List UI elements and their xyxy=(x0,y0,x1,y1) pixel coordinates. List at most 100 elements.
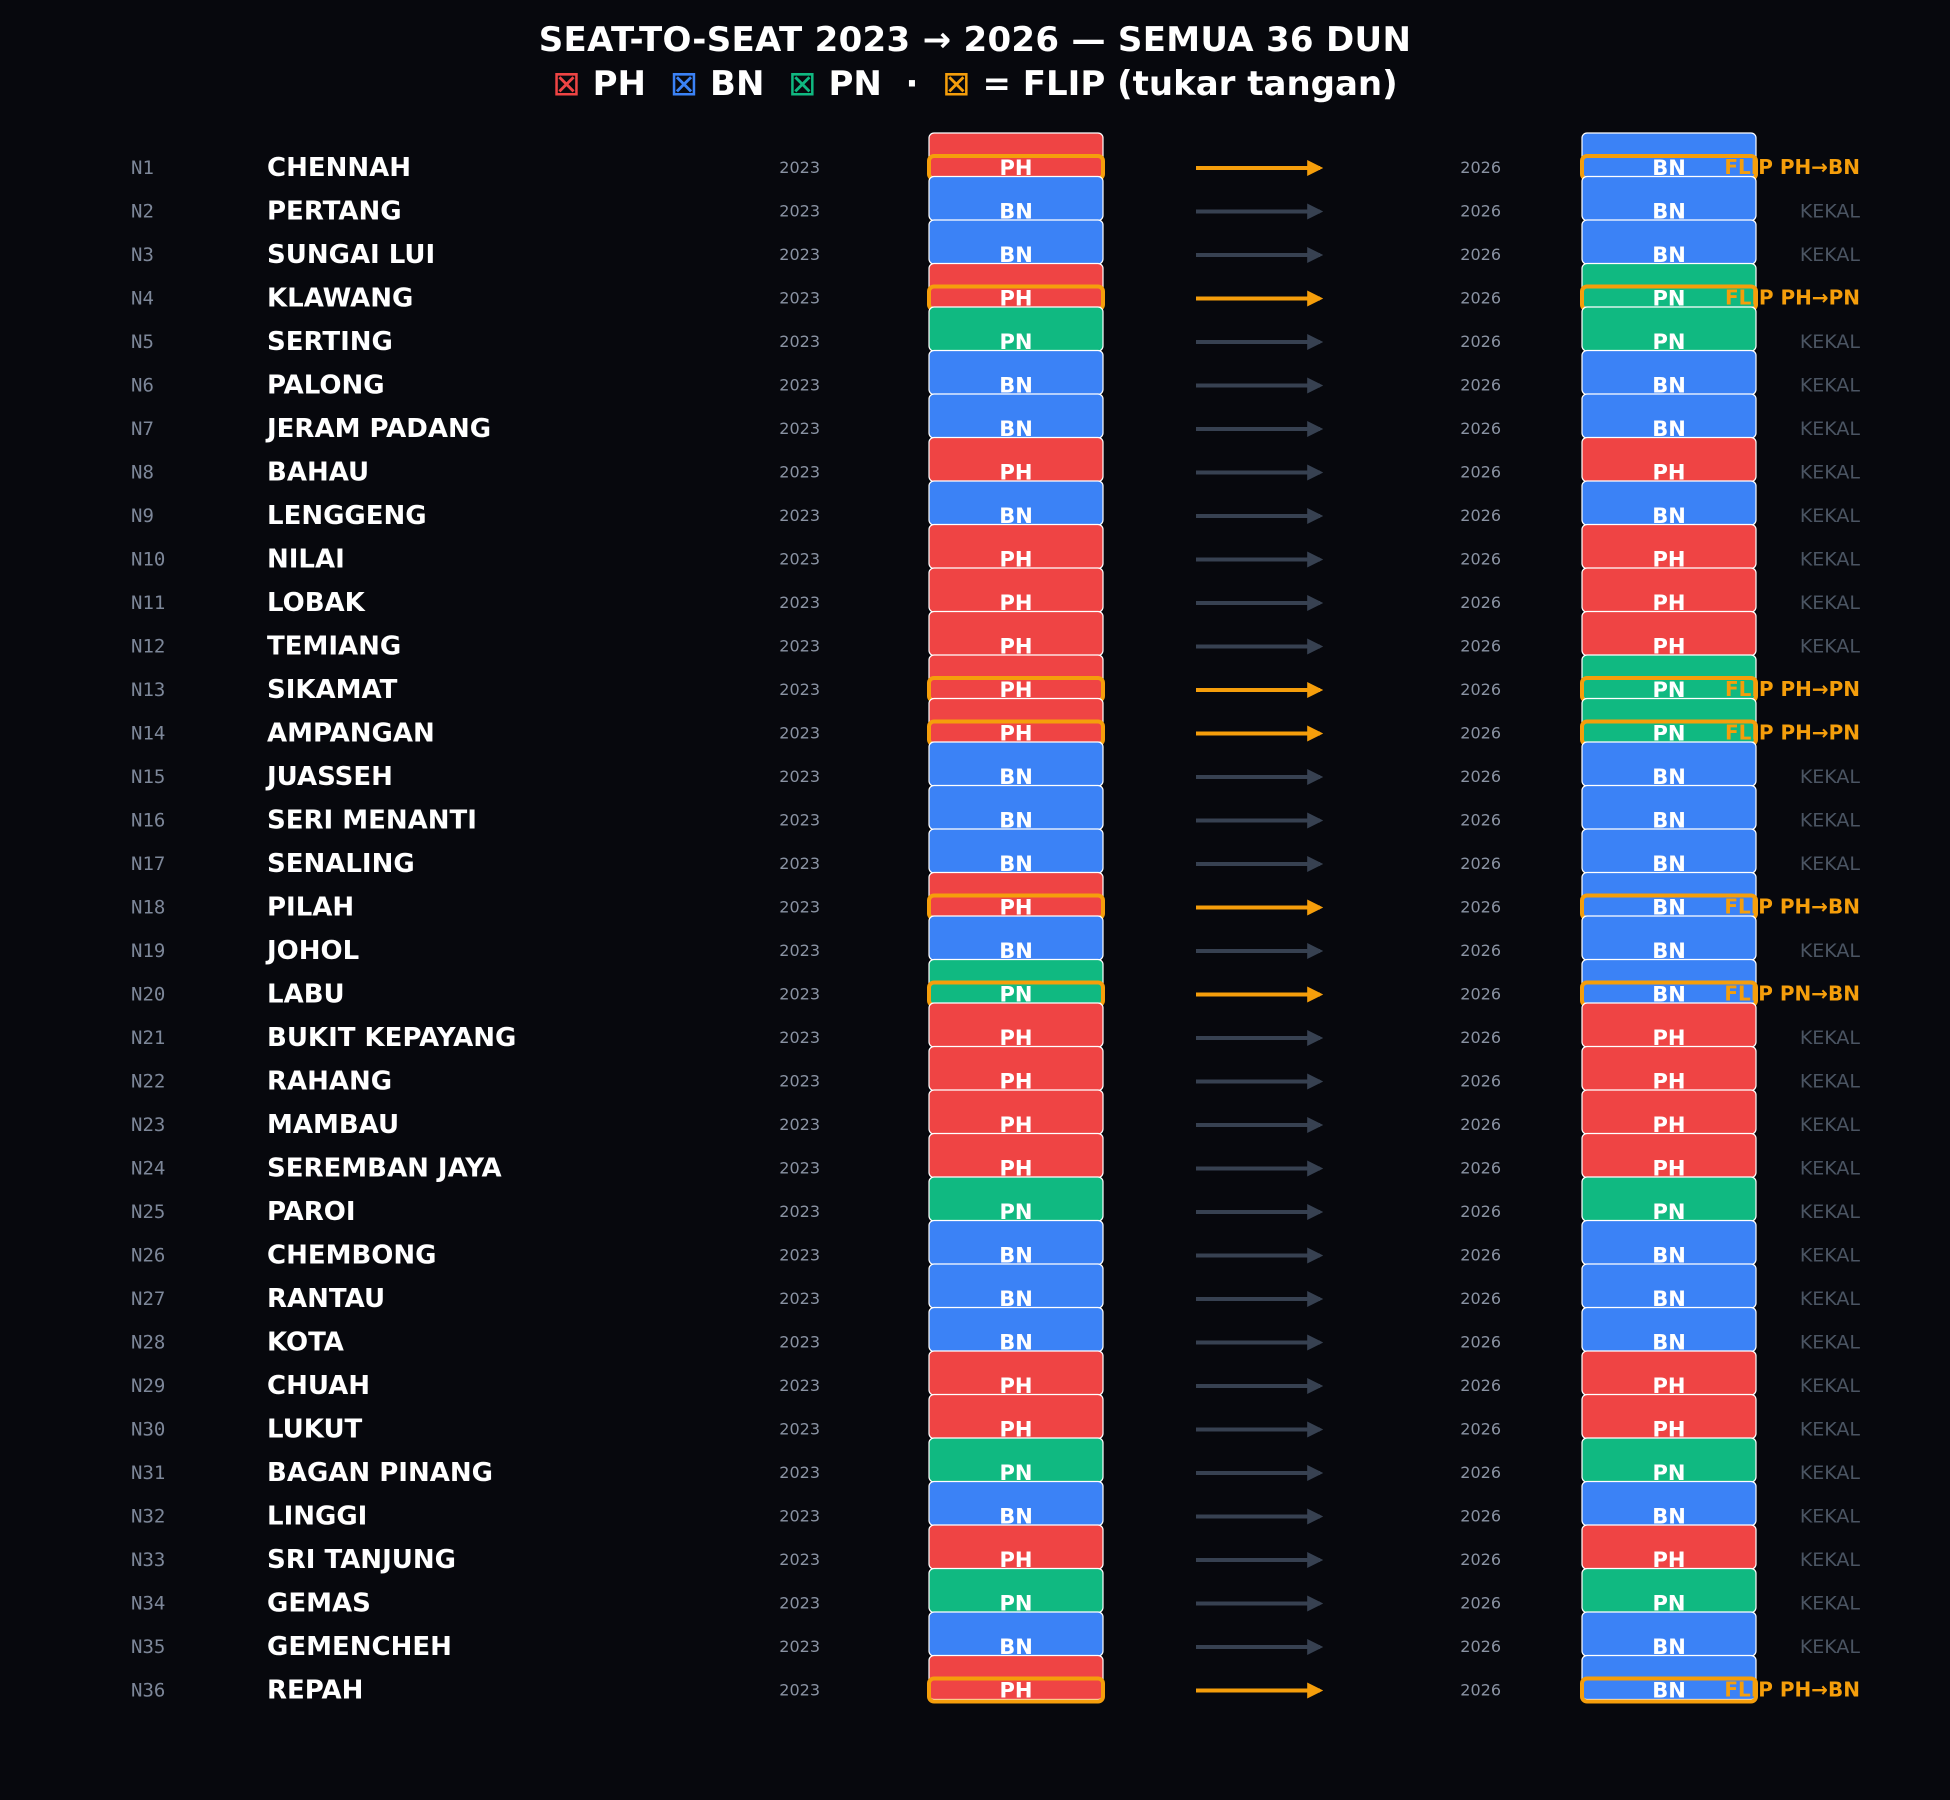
seat-name: PILAH xyxy=(267,893,354,923)
seat-row: N22 RAHANG 2023 PH 2026 PH KEKAL xyxy=(131,1045,1860,1097)
seat-id: N13 xyxy=(131,679,165,701)
year-label-from: 2023 xyxy=(779,245,820,264)
status-kekal: KEKAL xyxy=(1800,1419,1861,1441)
legend-pn-label: PN xyxy=(828,64,882,104)
seat-row: N30 LUKUT 2023 PH 2026 PH KEKAL xyxy=(131,1393,1861,1445)
seat-row: N21 BUKIT KEPAYANG 2023 PH 2026 PH KEKAL xyxy=(131,1002,1860,1053)
legend-flip-icon: ⊠ xyxy=(942,64,971,104)
year-label-from: 2023 xyxy=(779,1376,820,1395)
seat-id: N35 xyxy=(131,1636,165,1658)
year-label-to: 2026 xyxy=(1460,1681,1501,1700)
year-label-from: 2023 xyxy=(779,811,820,830)
seat-row: N32 LINGGI 2023 BN 2026 BN KEKAL xyxy=(131,1480,1861,1532)
year-label-to: 2026 xyxy=(1460,1028,1501,1047)
seat-row: N2 PERTANG 2023 BN 2026 BN KEKAL xyxy=(131,175,1860,227)
seat-row: N16 SERI MENANTI 2023 BN 2026 BN KEKAL xyxy=(131,784,1860,836)
year-label-from: 2023 xyxy=(779,724,820,743)
status-kekal: KEKAL xyxy=(1800,1636,1861,1658)
party-label-2026: BN xyxy=(1652,1679,1686,1703)
legend-bn-label: BN xyxy=(710,64,765,104)
seat-id: N4 xyxy=(131,288,154,310)
seat-id: N5 xyxy=(131,331,154,353)
status-kekal: KEKAL xyxy=(1800,1375,1861,1397)
seat-name: BAHAU xyxy=(267,458,369,488)
seat-row: N34 GEMAS 2023 PN 2026 PN KEKAL xyxy=(131,1567,1860,1619)
seat-name: SRI TANJUNG xyxy=(267,1545,456,1575)
seat-id: N30 xyxy=(131,1419,165,1441)
year-label-to: 2026 xyxy=(1460,811,1501,830)
year-label-from: 2023 xyxy=(779,1681,820,1700)
year-label-from: 2023 xyxy=(779,1289,820,1308)
year-label-to: 2026 xyxy=(1460,724,1501,743)
seat-name: PALONG xyxy=(267,371,385,401)
status-kekal: KEKAL xyxy=(1800,505,1861,527)
seat-name: TEMIANG xyxy=(267,632,401,662)
year-label-to: 2026 xyxy=(1460,332,1501,351)
year-label-to: 2026 xyxy=(1460,680,1501,699)
seat-row: N14 AMPANGAN 2023 PH 2026 PN FLIP PH→PN xyxy=(131,697,1860,749)
seat-name: MAMBAU xyxy=(267,1110,399,1140)
seat-name: LABU xyxy=(267,980,345,1010)
seat-id: N36 xyxy=(131,1680,165,1702)
status-kekal: KEKAL xyxy=(1800,331,1861,353)
year-label-from: 2023 xyxy=(779,1115,820,1134)
status-kekal: KEKAL xyxy=(1800,766,1861,788)
seat-id: N29 xyxy=(131,1375,165,1397)
year-label-to: 2026 xyxy=(1460,1550,1501,1569)
seat-id: N25 xyxy=(131,1201,165,1223)
seat-id: N14 xyxy=(131,723,165,745)
seat-id: N11 xyxy=(131,592,165,614)
seat-name: SENALING xyxy=(267,849,415,879)
year-label-from: 2023 xyxy=(779,550,820,569)
seat-row: N19 JOHOL 2023 BN 2026 BN KEKAL xyxy=(131,915,1861,966)
seat-id: N21 xyxy=(131,1027,165,1049)
year-label-from: 2023 xyxy=(779,637,820,656)
seat-name: SERTING xyxy=(267,327,393,357)
seat-name: PERTANG xyxy=(267,197,402,227)
seat-row: N8 BAHAU 2023 PH 2026 PH KEKAL xyxy=(131,436,1861,488)
seat-name: SEREMBAN JAYA xyxy=(267,1154,502,1184)
seat-name: KOTA xyxy=(267,1328,344,1358)
year-label-from: 2023 xyxy=(779,1072,820,1091)
seat-id: N27 xyxy=(131,1288,165,1310)
year-label-from: 2023 xyxy=(779,854,820,873)
year-label-from: 2023 xyxy=(779,1159,820,1178)
seat-row: N9 LENGGENG 2023 BN 2026 BN KEKAL xyxy=(131,480,1861,531)
year-label-to: 2026 xyxy=(1460,1376,1501,1395)
legend-ph-icon: ⊠ xyxy=(552,64,581,104)
seat-id: N1 xyxy=(131,157,154,179)
seat-id: N15 xyxy=(131,766,165,788)
status-kekal: KEKAL xyxy=(1800,244,1861,266)
seat-id: N28 xyxy=(131,1332,165,1354)
status-kekal: KEKAL xyxy=(1800,636,1861,658)
seat-row: N7 JERAM PADANG 2023 BN 2026 BN KEKAL xyxy=(131,393,1860,444)
year-label-from: 2023 xyxy=(779,680,820,699)
status-kekal: KEKAL xyxy=(1800,462,1861,484)
seat-id: N24 xyxy=(131,1158,165,1180)
seat-row: N18 PILAH 2023 PH 2026 BN FLIP PH→BN xyxy=(131,871,1860,923)
year-label-to: 2026 xyxy=(1460,1289,1501,1308)
year-label-from: 2023 xyxy=(779,1594,820,1613)
seat-row: N23 MAMBAU 2023 PH 2026 PH KEKAL xyxy=(131,1089,1860,1140)
seat-id: N16 xyxy=(131,810,165,832)
seat-name: BAGAN PINANG xyxy=(267,1458,493,1488)
year-label-to: 2026 xyxy=(1460,1463,1501,1482)
seat-name: LINGGI xyxy=(267,1502,367,1532)
flip-highlight-2026 xyxy=(1580,1676,1758,1704)
seat-row: N10 NILAI 2023 PH 2026 PH KEKAL xyxy=(131,523,1860,575)
year-label-from: 2023 xyxy=(779,1202,820,1221)
seat-id: N20 xyxy=(131,984,165,1006)
seat-name: JERAM PADANG xyxy=(265,414,491,444)
status-kekal: KEKAL xyxy=(1800,940,1861,962)
seat-id: N23 xyxy=(131,1114,165,1136)
year-label-to: 2026 xyxy=(1460,202,1501,221)
year-label-to: 2026 xyxy=(1460,593,1501,612)
year-label-from: 2023 xyxy=(779,1246,820,1265)
year-label-to: 2026 xyxy=(1460,1115,1501,1134)
year-label-to: 2026 xyxy=(1460,767,1501,786)
status-kekal: KEKAL xyxy=(1800,1506,1861,1528)
chart-header: SEAT-TO-SEAT 2023 → 2026 — SEMUA 36 DUN … xyxy=(0,18,1950,106)
seat-name: JUASSEH xyxy=(265,762,393,792)
seat-name: AMPANGAN xyxy=(267,719,435,749)
